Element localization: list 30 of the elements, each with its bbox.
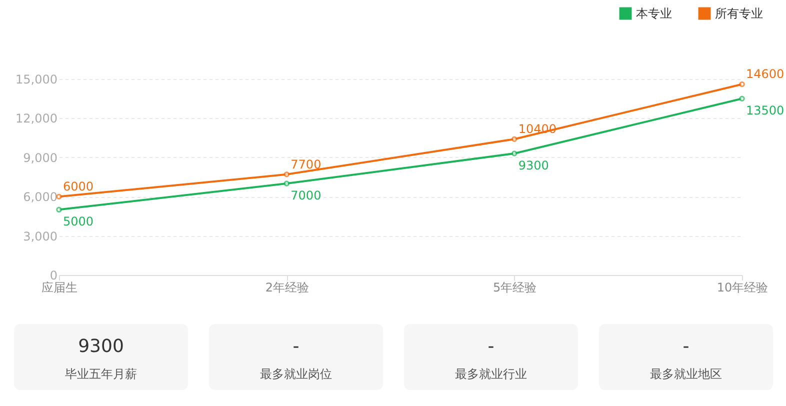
info-card: - 最多就业地区 — [599, 324, 773, 390]
point — [284, 172, 290, 178]
x-tick-label: 应届生 — [42, 280, 78, 294]
point — [284, 180, 290, 186]
y-tick-label: 0 — [50, 268, 58, 282]
legend-label: 本专业 — [636, 6, 672, 21]
x-tick-label: 5年经验 — [493, 280, 537, 294]
data-label: 13500 — [746, 104, 784, 118]
legend-label: 所有专业 — [715, 6, 763, 21]
data-label: 5000 — [63, 214, 94, 229]
y-tick-label: 3,000 — [23, 229, 58, 244]
x-tick-label: 2年经验 — [265, 280, 309, 294]
point — [511, 136, 518, 142]
y-tick-label: 12,000 — [16, 112, 58, 126]
data-label: 7000 — [290, 188, 322, 203]
point — [739, 81, 745, 88]
data-label: 7700 — [290, 157, 322, 172]
point — [739, 96, 745, 102]
point — [511, 150, 518, 156]
y-tick-label: 9,000 — [23, 150, 58, 165]
y-tick-label: 6,000 — [23, 190, 58, 204]
data-label: 14600 — [746, 67, 784, 82]
info-card: - 最多就业岗位 — [209, 324, 383, 390]
info-card: 9300 毕业五年月薪 — [14, 324, 188, 390]
data-label: 6000 — [63, 180, 94, 194]
data-label: 9300 — [518, 158, 549, 172]
info-card: - 最多就业行业 — [404, 324, 578, 390]
x-tick-label: 10年经验 — [716, 280, 768, 294]
point — [56, 206, 62, 213]
y-tick-label: 15,000 — [16, 72, 58, 86]
